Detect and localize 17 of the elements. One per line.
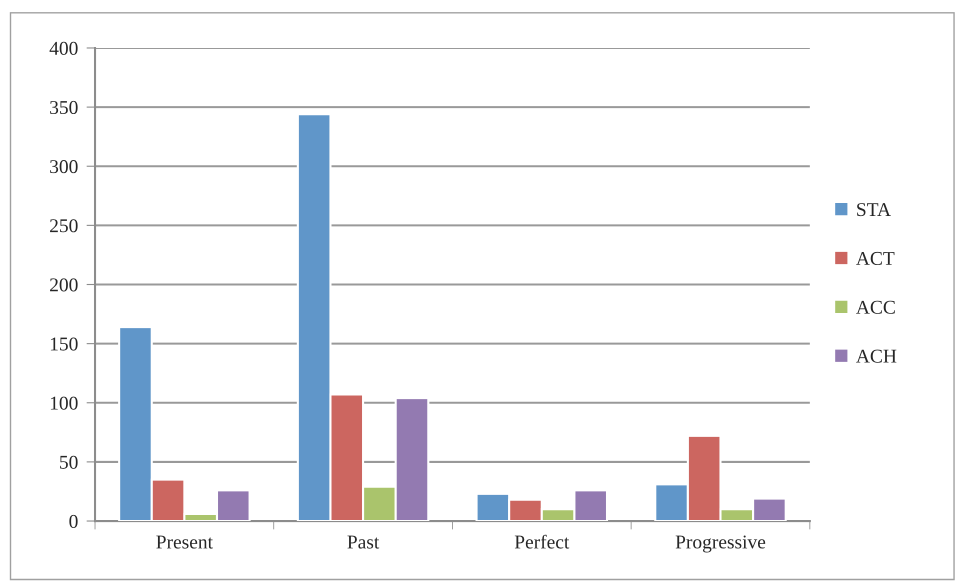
legend-label: ACT (856, 252, 894, 265)
y-tick-label: 350 (50, 100, 78, 114)
y-tick-label: 100 (50, 396, 78, 410)
y-tick-label: 400 (50, 42, 78, 55)
legend-label: STA (857, 203, 891, 216)
legend-label: ACH (856, 350, 896, 363)
y-tick-label: 50 (60, 456, 78, 469)
y-tick-label: 200 (50, 278, 78, 292)
legend-label: ACC (856, 300, 895, 314)
y-tick-label: 150 (50, 337, 78, 351)
x-tick-label: Progressive (676, 535, 766, 553)
x-tick-label: Present (156, 536, 213, 549)
x-tick-label: Past (347, 536, 380, 549)
y-tick-label: 0 (69, 514, 78, 528)
x-tick-label: Perfect (514, 534, 570, 549)
y-tick-label: 250 (50, 219, 78, 232)
y-tick-label: 300 (50, 160, 78, 174)
